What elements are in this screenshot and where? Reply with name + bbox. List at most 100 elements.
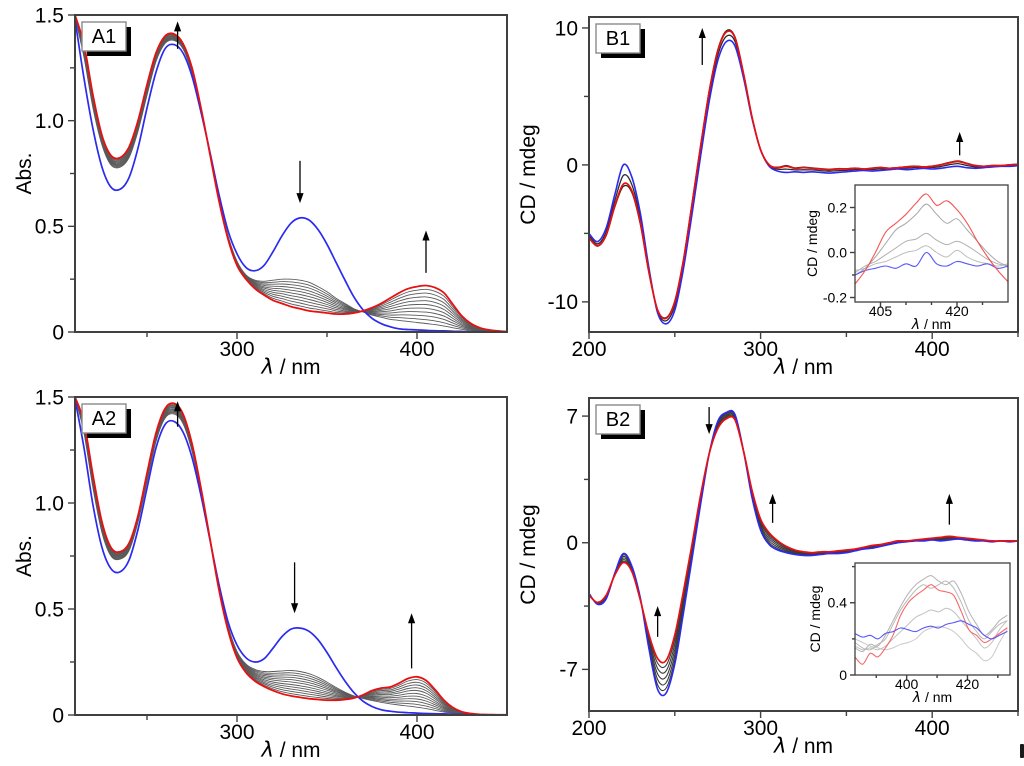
series-gray-2	[855, 580, 1008, 651]
y-axis-label: CD / mdeg	[804, 210, 820, 277]
arrow-head	[291, 603, 299, 614]
tick-labels: 300 400 0 0.5 1.0 1.5	[35, 4, 435, 361]
panel-tag-text: B1	[606, 28, 630, 50]
inset-plot: 405 420 -0.2 0.0 0.2 λ / nm CD / mdeg	[804, 184, 1009, 333]
x-tick-label: 200	[571, 338, 606, 361]
plot-border	[588, 16, 1019, 333]
tick-labels: 200 300 400 -7 0 7	[559, 405, 949, 740]
arrow-head	[296, 193, 304, 204]
x-axis-label: λ / nm	[773, 734, 833, 758]
y-tick-label: 0	[839, 667, 847, 683]
plot-border	[588, 397, 1019, 712]
y-tick-label: 1.5	[35, 4, 64, 27]
arrow-head	[422, 230, 430, 241]
panel-tag-box	[81, 403, 127, 434]
y-tick-label: 1.5	[35, 386, 64, 409]
series-final-red	[75, 15, 507, 332]
tick-labels: 405 420 -0.2 0.0 0.2	[823, 199, 969, 319]
x-tick-label: 405	[869, 303, 893, 319]
cropped-caption-fragment	[1020, 744, 1024, 758]
trend-arrow	[654, 606, 662, 637]
panel-tag-box	[595, 23, 641, 54]
x-axis-label: λ / nm	[912, 689, 952, 706]
x-tick-label: 400	[895, 676, 919, 692]
curves	[75, 15, 507, 332]
arrow-head	[769, 493, 777, 504]
trend-arrow	[174, 401, 182, 427]
panel-tag: A1	[81, 21, 131, 56]
y-tick-label: 0.5	[35, 216, 64, 239]
y-tick-label: 0.4	[828, 595, 848, 611]
panel-tag: A2	[81, 403, 131, 438]
axis-ticks	[850, 565, 999, 680]
axis-ticks	[850, 206, 984, 307]
axis-ticks	[582, 415, 1019, 718]
series-final-red	[589, 30, 1018, 320]
series-red	[855, 584, 1008, 665]
arrow-head	[408, 613, 416, 624]
plot-background	[855, 185, 1008, 302]
axis-ticks	[582, 27, 1019, 339]
y-tick-label: -10	[548, 291, 578, 314]
y-tick-label: -0.2	[823, 289, 847, 305]
series-gray-3	[855, 607, 1008, 651]
x-tick-label: 400	[399, 721, 434, 744]
trend-arrow	[296, 160, 304, 204]
y-tick-label: -7	[559, 659, 578, 682]
panel-tag-box	[595, 404, 641, 435]
trend-arrow	[705, 407, 713, 435]
series-gray-3	[855, 245, 1008, 271]
curves	[855, 575, 1008, 665]
intermediate-spectrum	[589, 34, 1018, 322]
intermediate-spectrum	[589, 411, 1018, 686]
y-axis-label: CD / mdeg	[807, 586, 823, 653]
x-axis-label: λ / nm	[260, 738, 320, 762]
panel-A1-absorption-spectra: 300 400 0 0.5 1.0 1.5 λ / nm Abs. A1	[13, 4, 508, 379]
x-axis-label: λ / nm	[911, 316, 951, 333]
x-tick-label: 300	[219, 338, 254, 361]
panel-tag-text: A1	[92, 26, 116, 48]
panel-tag: B2	[595, 404, 645, 439]
y-tick-label: 0	[566, 154, 578, 177]
arrow-head	[945, 493, 953, 504]
y-tick-label: 0	[566, 532, 578, 555]
y-axis-label: CD / mdeg	[517, 124, 540, 224]
curves	[589, 409, 1018, 697]
panel-B1-cd-spectra: 200 300 400 -10 0 10 λ / nm CD / mdeg B1 405 420 -0…	[517, 16, 1019, 379]
trend-arrow	[422, 230, 430, 273]
x-tick-label: 420	[945, 303, 969, 319]
panel-tag-text: B2	[606, 409, 630, 431]
tick-labels: 200 300 400 -10 0 10	[548, 17, 950, 361]
trend-arrow	[408, 613, 416, 669]
arrow-head	[956, 132, 964, 143]
series-gray-2	[855, 232, 1008, 274]
intermediate-spectrum	[589, 414, 1018, 674]
arrow-head	[174, 21, 182, 32]
tick-labels: 400 420 0 0.4	[828, 595, 980, 692]
x-axis-label: λ / nm	[773, 355, 833, 379]
curves	[589, 29, 1018, 325]
series-red	[855, 193, 1008, 285]
main-plot: 300 400 0 0.5 1.0 1.5 λ / nm Abs. A2	[13, 386, 508, 762]
plot-background	[855, 563, 1010, 675]
series-final-red	[589, 415, 1018, 664]
series-initial-blue	[75, 18, 507, 332]
y-tick-label: 0.2	[828, 199, 848, 215]
trend-arrow	[698, 27, 706, 65]
tick-labels: 300 400 0 0.5 1.0 1.5	[35, 386, 435, 744]
x-axis-label: λ / nm	[260, 355, 320, 379]
series-blue	[855, 620, 1008, 640]
trend-arrow	[769, 493, 777, 523]
axis-ticks	[68, 396, 418, 722]
trend-arrow	[956, 132, 964, 156]
x-tick-label: 200	[571, 717, 606, 740]
arrow-head	[698, 27, 706, 38]
x-tick-label: 400	[915, 717, 950, 740]
panel-tag-text: A2	[92, 408, 116, 430]
y-tick-label: 7	[566, 405, 578, 428]
y-tick-label: 10	[555, 17, 578, 40]
curves	[855, 193, 1008, 285]
y-tick-label: 1.0	[35, 110, 64, 133]
panel-tag-box	[81, 21, 127, 52]
